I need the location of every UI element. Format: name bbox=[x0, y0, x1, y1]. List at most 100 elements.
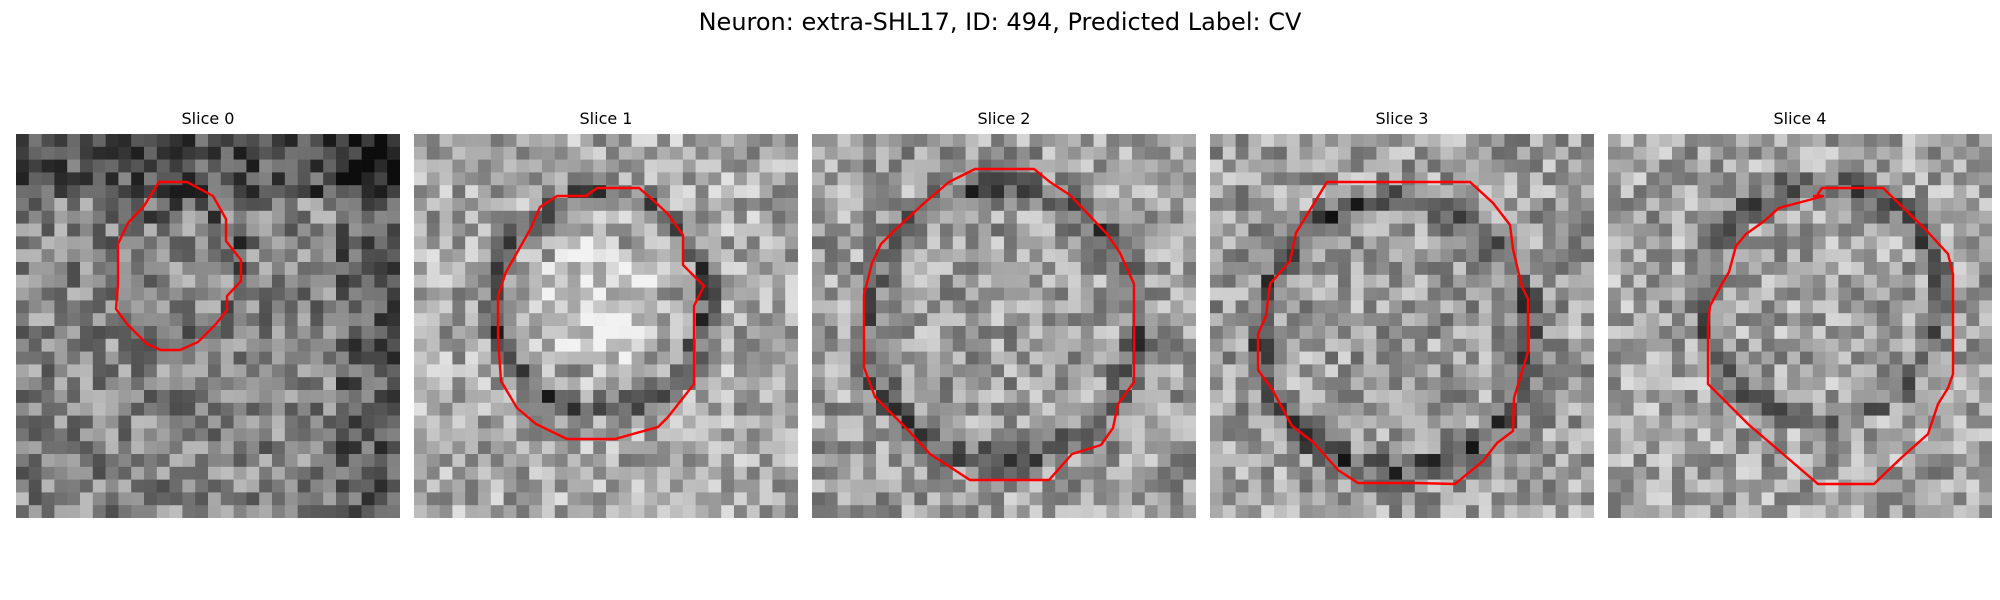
pixel bbox=[490, 146, 504, 160]
pixel bbox=[1427, 262, 1441, 276]
pixel bbox=[439, 402, 453, 416]
pixel bbox=[131, 249, 145, 263]
pixel bbox=[785, 223, 798, 237]
pixel bbox=[1697, 466, 1711, 480]
pixel bbox=[670, 428, 684, 442]
pixel bbox=[1953, 210, 1967, 224]
pixel bbox=[1684, 479, 1698, 493]
pixel bbox=[1966, 390, 1980, 404]
pixel bbox=[695, 300, 709, 314]
pixel bbox=[1889, 146, 1903, 160]
pixel bbox=[1235, 326, 1249, 340]
pixel bbox=[452, 415, 466, 429]
pixel bbox=[1646, 492, 1660, 506]
pixel bbox=[554, 236, 568, 250]
pixel bbox=[888, 364, 902, 378]
pixel bbox=[670, 300, 684, 314]
pixel bbox=[1389, 402, 1403, 416]
pixel bbox=[1491, 300, 1505, 314]
pixel bbox=[1966, 364, 1980, 378]
pixel bbox=[1248, 338, 1262, 352]
pixel bbox=[529, 313, 543, 327]
pixel bbox=[1491, 287, 1505, 301]
pixel bbox=[631, 210, 645, 224]
pixel bbox=[1016, 390, 1030, 404]
pixel bbox=[387, 492, 400, 506]
pixel bbox=[414, 274, 428, 288]
pixel bbox=[503, 134, 517, 148]
pixel bbox=[1029, 172, 1043, 186]
slice-title: Slice 0 bbox=[181, 109, 235, 128]
pixel bbox=[284, 172, 298, 186]
pixel bbox=[1915, 300, 1929, 314]
pixel bbox=[1106, 454, 1120, 468]
pixel bbox=[927, 287, 941, 301]
pixel bbox=[746, 492, 760, 506]
pixel bbox=[1504, 134, 1518, 148]
pixel bbox=[1478, 249, 1492, 263]
pixel bbox=[682, 172, 696, 186]
pixel bbox=[1389, 351, 1403, 365]
pixel bbox=[478, 466, 492, 480]
pixel bbox=[503, 313, 517, 327]
pixel bbox=[1029, 185, 1043, 199]
pixel bbox=[1093, 262, 1107, 276]
pixel bbox=[1633, 223, 1647, 237]
pixel bbox=[1042, 364, 1056, 378]
pixel bbox=[1016, 274, 1030, 288]
pixel bbox=[888, 415, 902, 429]
pixel bbox=[80, 390, 94, 404]
pixel bbox=[1478, 351, 1492, 365]
pixel bbox=[888, 134, 902, 148]
pixel bbox=[1106, 146, 1120, 160]
pixel bbox=[734, 402, 748, 416]
pixel bbox=[721, 185, 735, 199]
pixel bbox=[1055, 415, 1069, 429]
pixel bbox=[1440, 377, 1454, 391]
pixel bbox=[1928, 441, 1942, 455]
pixel bbox=[414, 492, 428, 506]
pixel bbox=[1389, 492, 1403, 506]
pixel bbox=[1093, 505, 1107, 518]
pixel bbox=[1876, 479, 1890, 493]
pixel bbox=[1838, 390, 1852, 404]
pixel bbox=[876, 351, 890, 365]
pixel bbox=[529, 274, 543, 288]
pixel bbox=[1812, 364, 1826, 378]
pixel bbox=[1812, 287, 1826, 301]
pixel bbox=[644, 415, 658, 429]
pixel bbox=[734, 134, 748, 148]
pixel bbox=[965, 441, 979, 455]
pixel bbox=[695, 210, 709, 224]
pixel bbox=[708, 351, 722, 365]
pixel bbox=[220, 274, 234, 288]
pixel bbox=[1299, 377, 1313, 391]
pixel bbox=[1697, 159, 1711, 173]
pixel bbox=[246, 146, 260, 160]
pixel bbox=[991, 466, 1005, 480]
pixel bbox=[978, 402, 992, 416]
pixel bbox=[554, 390, 568, 404]
pixel bbox=[1633, 159, 1647, 173]
pixel bbox=[1144, 262, 1158, 276]
pixel bbox=[1466, 479, 1480, 493]
pixel bbox=[1055, 223, 1069, 237]
pixel bbox=[1876, 262, 1890, 276]
pixel bbox=[1697, 134, 1711, 148]
pixel bbox=[92, 454, 106, 468]
pixel bbox=[734, 210, 748, 224]
pixel bbox=[1940, 210, 1954, 224]
pixel bbox=[336, 134, 350, 148]
pixel bbox=[1684, 134, 1698, 148]
pixel bbox=[1800, 210, 1814, 224]
pixel bbox=[1710, 313, 1724, 327]
pixel bbox=[105, 402, 119, 416]
pixel bbox=[1504, 146, 1518, 160]
pixel bbox=[785, 326, 798, 340]
pixel bbox=[670, 377, 684, 391]
pixel bbox=[708, 159, 722, 173]
pixel bbox=[54, 428, 68, 442]
pixel bbox=[1157, 287, 1171, 301]
pixel bbox=[297, 454, 311, 468]
pixel bbox=[195, 441, 209, 455]
